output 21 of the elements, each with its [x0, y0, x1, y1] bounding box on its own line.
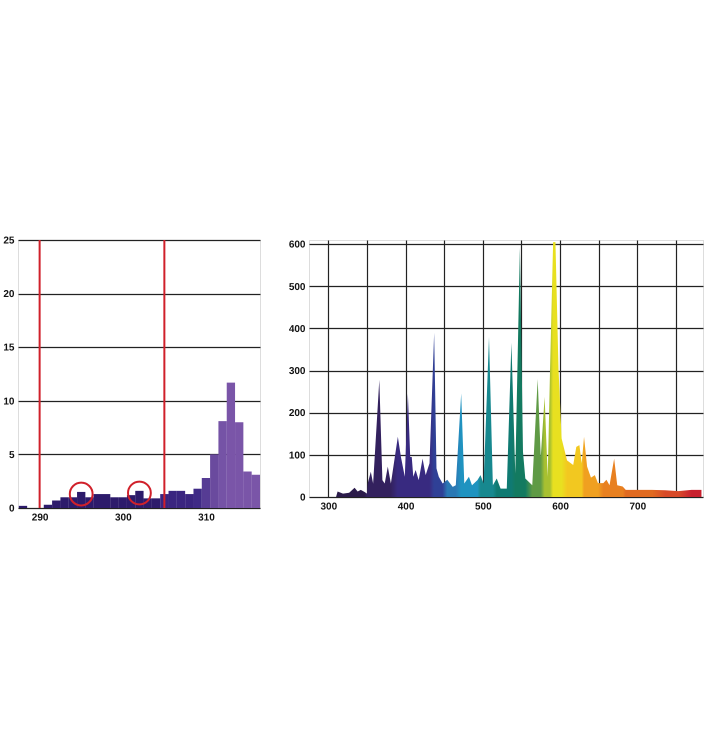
x-tick-label: 600	[552, 502, 570, 512]
y-tick-label: 300	[288, 366, 306, 378]
y-tick-label: 25	[3, 236, 15, 246]
x-tick-label: 300	[114, 512, 132, 524]
x-tick-label: 300	[320, 502, 338, 512]
y-tick-label: 10	[3, 396, 15, 408]
y-tick-label: 0	[8, 504, 15, 514]
y-tick-label: 600	[288, 240, 306, 251]
x-tick-label: 400	[398, 502, 415, 512]
y-tick-label: 20	[3, 289, 15, 300]
y-tick-label: 200	[288, 408, 306, 420]
x-tick-label: 700	[629, 502, 647, 512]
y-tick-label: 400	[288, 324, 306, 335]
x-tick-label: 310	[198, 512, 216, 524]
y-tick-label: 15	[3, 342, 15, 354]
y-tick-label: 500	[288, 282, 306, 293]
x-tick-label: 290	[32, 512, 49, 524]
x-tick-label: 500	[474, 502, 492, 512]
y-tick-label: 0	[300, 492, 306, 504]
y-tick-label: 5	[8, 450, 15, 461]
y-tick-label: 100	[288, 450, 306, 462]
